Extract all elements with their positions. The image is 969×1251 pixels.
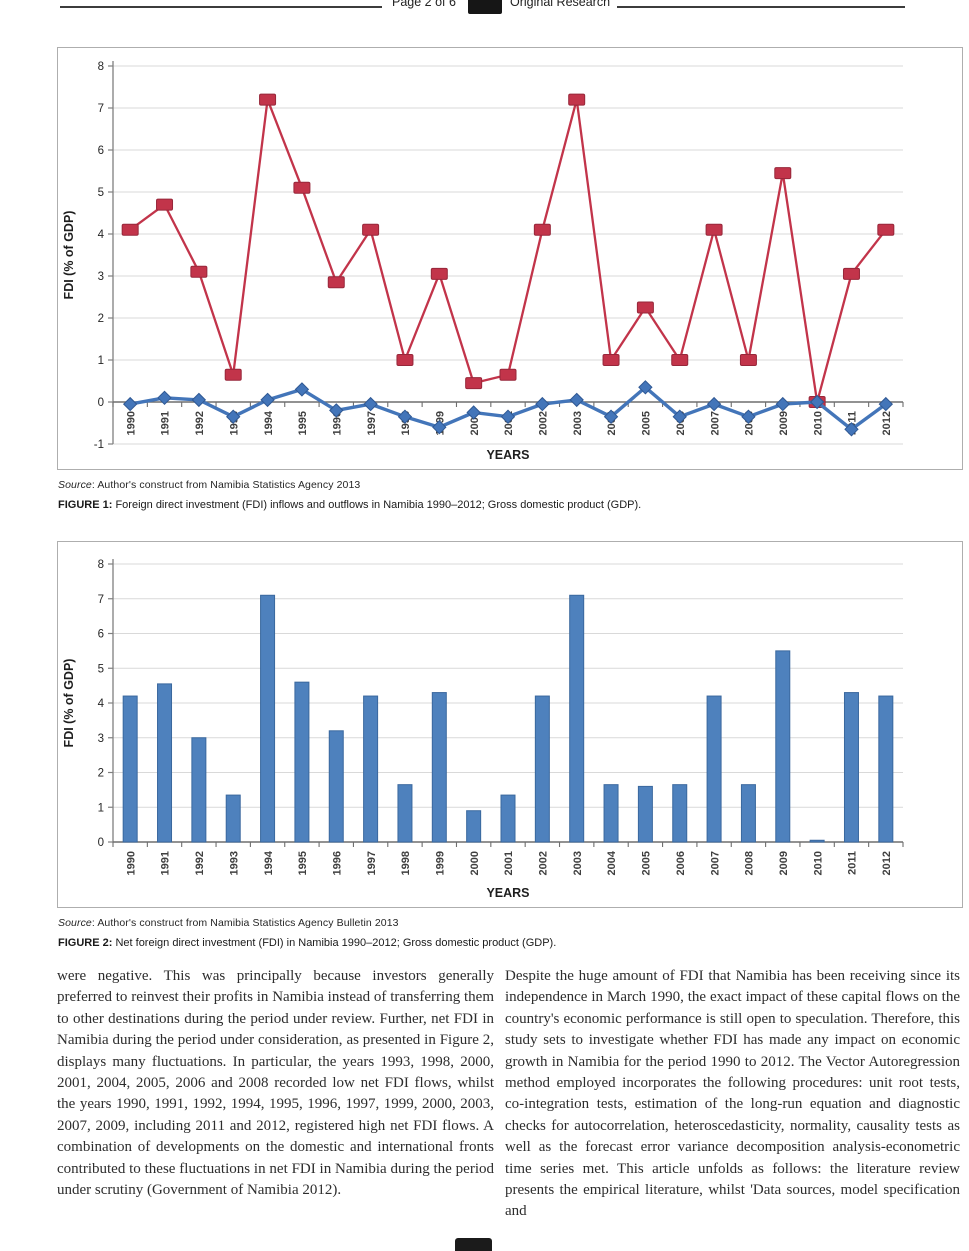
- caption-label: FIGURE 1:: [58, 499, 113, 511]
- x-axis-title: YEARS: [486, 886, 529, 900]
- svg-text:1998: 1998: [400, 851, 412, 875]
- svg-text:2010: 2010: [812, 851, 824, 875]
- svg-text:1993: 1993: [228, 851, 240, 875]
- figure2-frame: 0 1 2 3 4 5 6 7 8 1990 1991 1992 1993 1994 1995 1996 199…: [57, 541, 963, 908]
- svg-text:2007: 2007: [709, 851, 721, 875]
- svg-text:1991: 1991: [160, 851, 172, 875]
- svg-text:1996: 1996: [331, 411, 343, 435]
- svg-text:4: 4: [98, 229, 105, 241]
- svg-text:0: 0: [98, 397, 104, 409]
- svg-text:2012: 2012: [881, 411, 893, 435]
- svg-text:1990: 1990: [125, 851, 137, 875]
- svg-text:2: 2: [98, 313, 104, 325]
- caption-label: FIGURE 2:: [58, 937, 113, 949]
- svg-text:3: 3: [98, 271, 104, 283]
- footer-logo-icon: [455, 1238, 492, 1251]
- svg-text:5: 5: [98, 663, 104, 675]
- svg-text:2007: 2007: [709, 411, 721, 435]
- svg-text:2005: 2005: [641, 411, 653, 435]
- svg-text:1994: 1994: [263, 850, 275, 875]
- figure1-frame: -1 0 1 2 3 4 5 6 7 8 1990 1991 1992 1993 1994 1995 1996 1…: [57, 47, 963, 470]
- x-tick-labels: 1990 1991 1992 1993 1994 1995 1996 1997 1998 1999…: [125, 850, 893, 875]
- svg-text:2010: 2010: [812, 411, 824, 435]
- caption-text: Foreign direct investment (FDI) inflows …: [112, 499, 642, 511]
- svg-text:2009: 2009: [778, 851, 790, 875]
- svg-text:7: 7: [98, 103, 104, 115]
- svg-text:8: 8: [98, 61, 104, 73]
- svg-text:8: 8: [98, 559, 104, 571]
- source-word: Source: [58, 917, 92, 929]
- source-text: : Author's construct from Namibia Statis…: [91, 479, 361, 491]
- svg-text:2002: 2002: [538, 851, 550, 875]
- svg-text:1990: 1990: [125, 411, 137, 435]
- svg-text:2000: 2000: [469, 851, 481, 875]
- body-paragraph-left: were negative. This was principally beca…: [57, 968, 494, 1199]
- svg-text:2003: 2003: [572, 411, 584, 435]
- svg-text:0: 0: [98, 837, 104, 849]
- y-axis-title: FDI (% of GDP): [62, 659, 76, 748]
- svg-text:2001: 2001: [503, 851, 515, 875]
- svg-text:1995: 1995: [297, 851, 309, 875]
- svg-text:1999: 1999: [435, 851, 447, 875]
- svg-text:1991: 1991: [160, 411, 172, 435]
- svg-text:2003: 2003: [572, 851, 584, 875]
- svg-text:1992: 1992: [194, 411, 206, 435]
- svg-text:2002: 2002: [538, 411, 550, 435]
- source-text: : Author's construct from Namibia Statis…: [91, 917, 399, 929]
- svg-text:4: 4: [98, 698, 105, 710]
- body-paragraph-right: Despite the huge amount of FDI that Nami…: [505, 968, 960, 1220]
- header-rule-left: [60, 6, 382, 8]
- header-rule-right: [617, 6, 905, 8]
- bar-series: [122, 594, 894, 843]
- figure1-caption: FIGURE 1: Foreign direct investment (FDI…: [58, 499, 641, 511]
- svg-text:2012: 2012: [881, 851, 893, 875]
- svg-text:2011: 2011: [847, 851, 859, 875]
- svg-text:1: 1: [98, 355, 104, 367]
- page-number-label: Page 2 of 6: [392, 0, 456, 9]
- svg-text:-1: -1: [94, 439, 104, 451]
- svg-text:2008: 2008: [744, 851, 756, 875]
- figure2-source: Source: Author's construct from Namibia …: [58, 917, 399, 929]
- journal-logo-icon: [468, 0, 502, 14]
- svg-text:1996: 1996: [331, 851, 343, 875]
- figure2-caption: FIGURE 2: Net foreign direct investment …: [58, 937, 556, 949]
- svg-text:2005: 2005: [641, 851, 653, 875]
- svg-text:2004: 2004: [606, 850, 618, 875]
- y-axis-title: FDI (% of GDP): [62, 211, 76, 300]
- fdi-inflows-series: [121, 93, 895, 408]
- x-axis-title: YEARS: [486, 448, 529, 462]
- svg-text:5: 5: [98, 187, 104, 199]
- svg-text:7: 7: [98, 594, 104, 606]
- section-label: Original Research: [510, 0, 611, 9]
- svg-text:1992: 1992: [194, 851, 206, 875]
- svg-text:2006: 2006: [675, 851, 687, 875]
- svg-text:1994: 1994: [263, 410, 275, 435]
- svg-text:2009: 2009: [778, 411, 790, 435]
- source-word: Source: [58, 479, 92, 491]
- svg-text:6: 6: [98, 629, 104, 641]
- fdi-outflows-series: [122, 380, 894, 437]
- svg-text:6: 6: [98, 145, 104, 157]
- svg-text:1997: 1997: [366, 411, 378, 435]
- caption-text: Net foreign direct investment (FDI) in N…: [112, 937, 557, 949]
- svg-text:1997: 1997: [366, 851, 378, 875]
- figure1-source: Source: Author's construct from Namibia …: [58, 479, 360, 491]
- svg-text:3: 3: [98, 733, 104, 745]
- svg-text:1995: 1995: [297, 411, 309, 435]
- svg-text:2: 2: [98, 768, 104, 780]
- svg-text:1: 1: [98, 802, 104, 814]
